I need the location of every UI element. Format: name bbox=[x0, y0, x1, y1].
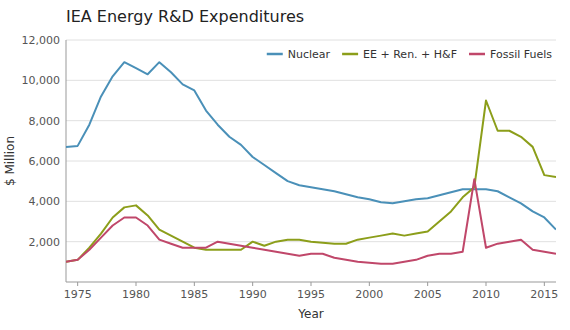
legend-item: Nuclear bbox=[267, 48, 331, 61]
y-tick-label: 4,000 bbox=[29, 195, 61, 208]
x-tick-label: 1995 bbox=[297, 288, 325, 301]
x-tick bbox=[486, 282, 487, 286]
x-tick-label: 2005 bbox=[414, 288, 442, 301]
series-line bbox=[66, 101, 556, 262]
x-tick-label: 2015 bbox=[530, 288, 558, 301]
x-tick bbox=[427, 282, 428, 286]
x-tick bbox=[544, 282, 545, 286]
y-axis-line bbox=[66, 40, 67, 282]
legend-label: Nuclear bbox=[288, 48, 331, 61]
x-tick-label: 1985 bbox=[180, 288, 208, 301]
y-tick-label: 8,000 bbox=[29, 115, 61, 128]
grid bbox=[66, 40, 556, 242]
x-tick bbox=[194, 282, 195, 286]
y-axis-label: $ Million bbox=[3, 136, 17, 186]
chart: 2,000 4,000 6,000 8,000 10,000 12,000 1975 1980… bbox=[0, 0, 570, 330]
legend-item: Fossil Fuels bbox=[469, 48, 552, 61]
legend-item: EE + Ren. + H&F bbox=[342, 48, 457, 61]
x-tick bbox=[77, 282, 78, 286]
y-tick-label: 2,000 bbox=[29, 236, 61, 249]
grid-line bbox=[66, 161, 556, 162]
legend-swatch bbox=[267, 53, 283, 56]
x-tick-label: 1975 bbox=[64, 288, 92, 301]
x-tick-label: 2000 bbox=[355, 288, 383, 301]
legend: Nuclear EE + Ren. + H&F Fossil Fuels bbox=[267, 48, 552, 61]
x-tick-label: 2010 bbox=[472, 288, 500, 301]
x-tick bbox=[252, 282, 253, 286]
grid-line bbox=[66, 40, 556, 41]
legend-swatch bbox=[469, 53, 485, 56]
y-tick-label: 6,000 bbox=[29, 155, 61, 168]
background bbox=[0, 0, 570, 330]
x-tick-label: 1990 bbox=[239, 288, 267, 301]
grid-line bbox=[66, 201, 556, 202]
lines bbox=[66, 62, 556, 264]
x-tick bbox=[311, 282, 312, 286]
legend-swatch bbox=[342, 53, 358, 56]
y-tick-label: 12,000 bbox=[22, 34, 61, 47]
grid-line bbox=[66, 80, 556, 81]
title: IEA Energy R&D Expenditures bbox=[66, 7, 304, 26]
series-line bbox=[66, 62, 556, 229]
legend-label: EE + Ren. + H&F bbox=[363, 48, 457, 61]
y-tick-label: 10,000 bbox=[22, 74, 61, 87]
x-tick bbox=[136, 282, 137, 286]
x-tick bbox=[369, 282, 370, 286]
legend-label: Fossil Fuels bbox=[490, 48, 552, 61]
x-axis-label: Year bbox=[297, 307, 323, 321]
x-tick-label: 1980 bbox=[122, 288, 150, 301]
series-line bbox=[66, 179, 556, 264]
